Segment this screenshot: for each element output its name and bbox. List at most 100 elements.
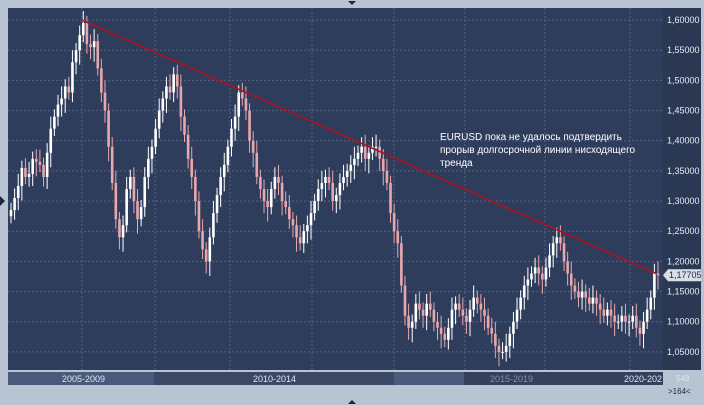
candle bbox=[342, 164, 345, 191]
candle bbox=[313, 193, 316, 221]
candle bbox=[620, 306, 624, 332]
candle-body bbox=[649, 297, 653, 310]
candle-body bbox=[432, 309, 436, 322]
candle bbox=[385, 158, 389, 191]
candle bbox=[24, 158, 27, 185]
candle-body bbox=[302, 231, 306, 244]
candle-body bbox=[479, 303, 483, 310]
candle-body bbox=[157, 110, 161, 129]
candle bbox=[42, 157, 45, 187]
candle bbox=[143, 167, 147, 217]
candle-body bbox=[233, 116, 237, 129]
candle bbox=[161, 91, 165, 123]
candle bbox=[624, 303, 627, 334]
candle-body bbox=[183, 116, 186, 135]
candle-body bbox=[244, 98, 248, 111]
candle-body bbox=[212, 213, 215, 238]
candle bbox=[645, 297, 649, 329]
candle-body bbox=[81, 23, 85, 36]
candle-body bbox=[9, 210, 13, 217]
candle bbox=[335, 187, 338, 214]
candle bbox=[320, 170, 324, 202]
candle-body bbox=[197, 201, 201, 232]
candle-body bbox=[74, 50, 78, 63]
period-label-2010-2014: 2010-2014 bbox=[253, 374, 296, 384]
candle bbox=[353, 146, 356, 180]
scroll-top-arrow-icon[interactable] bbox=[348, 1, 356, 5]
candle-body bbox=[128, 176, 132, 189]
candle-body bbox=[219, 176, 222, 196]
candle-body bbox=[378, 146, 381, 159]
candle-body bbox=[110, 146, 114, 183]
candle-body bbox=[569, 273, 573, 286]
candle-body bbox=[606, 309, 609, 316]
candle bbox=[60, 86, 63, 117]
candle bbox=[616, 314, 620, 329]
candle bbox=[537, 255, 541, 286]
candle-body bbox=[150, 146, 154, 159]
candle bbox=[407, 303, 410, 340]
candle-body bbox=[327, 176, 331, 183]
candle-body bbox=[56, 104, 60, 117]
candle bbox=[609, 300, 613, 328]
candle-body bbox=[353, 158, 356, 165]
candle-body bbox=[454, 303, 457, 310]
candle-body bbox=[222, 164, 226, 177]
candle-body bbox=[555, 237, 559, 244]
candle bbox=[555, 227, 559, 258]
candle-body bbox=[45, 152, 49, 177]
candle-body bbox=[414, 303, 418, 322]
candle bbox=[598, 293, 602, 325]
candle bbox=[588, 287, 591, 311]
candle-body bbox=[421, 309, 425, 316]
candle bbox=[512, 312, 515, 349]
candle bbox=[345, 163, 349, 187]
period-segment-2015-2019b[interactable] bbox=[464, 372, 663, 385]
candle-body bbox=[559, 237, 562, 244]
candle-body bbox=[186, 134, 190, 159]
candle-body bbox=[595, 297, 598, 304]
left-handle-arrow-icon[interactable] bbox=[0, 196, 5, 206]
annotation-line-2: прорыв долгосрочной линии нисходящего bbox=[440, 145, 636, 156]
candle bbox=[110, 137, 114, 191]
candle bbox=[262, 179, 266, 214]
candle-body bbox=[38, 161, 42, 165]
candle-body bbox=[436, 321, 439, 328]
candle bbox=[259, 169, 262, 199]
candle-body bbox=[356, 152, 360, 159]
period-segment-2005-2009[interactable] bbox=[8, 372, 154, 385]
candle bbox=[139, 199, 143, 227]
candle bbox=[414, 293, 418, 329]
candle bbox=[302, 223, 306, 253]
candle bbox=[306, 215, 309, 244]
candle bbox=[436, 312, 439, 340]
candle-body bbox=[447, 327, 450, 340]
footer-zoom[interactable]: >164< bbox=[668, 387, 691, 396]
candle bbox=[67, 76, 71, 100]
y-tick-label: 1,55000 bbox=[667, 45, 700, 55]
candle bbox=[418, 291, 421, 320]
candle bbox=[613, 303, 616, 337]
candle bbox=[504, 333, 508, 362]
candle bbox=[103, 80, 107, 123]
candle-body bbox=[515, 309, 519, 322]
candle-body bbox=[201, 231, 204, 250]
candle bbox=[27, 161, 31, 187]
period-segment-2015-2019[interactable] bbox=[394, 372, 464, 385]
candle bbox=[165, 76, 168, 113]
candle-body bbox=[92, 41, 96, 48]
period-bar: 2005-2009 2010-2014 2015-2019 2020-202 5… bbox=[8, 372, 691, 396]
scroll-bottom-arrow-icon[interactable] bbox=[348, 400, 356, 404]
period-label-2015-2019: 2015-2019 bbox=[490, 374, 533, 384]
candle-body bbox=[179, 86, 183, 117]
candle bbox=[63, 79, 67, 113]
candle bbox=[107, 103, 110, 162]
candle bbox=[168, 74, 172, 100]
candle bbox=[515, 297, 519, 329]
candle-body bbox=[338, 182, 342, 196]
candle bbox=[194, 169, 197, 216]
candle bbox=[255, 140, 259, 185]
candle bbox=[551, 236, 555, 268]
period-segment-2010-2014[interactable] bbox=[155, 372, 393, 385]
candle bbox=[266, 189, 269, 222]
